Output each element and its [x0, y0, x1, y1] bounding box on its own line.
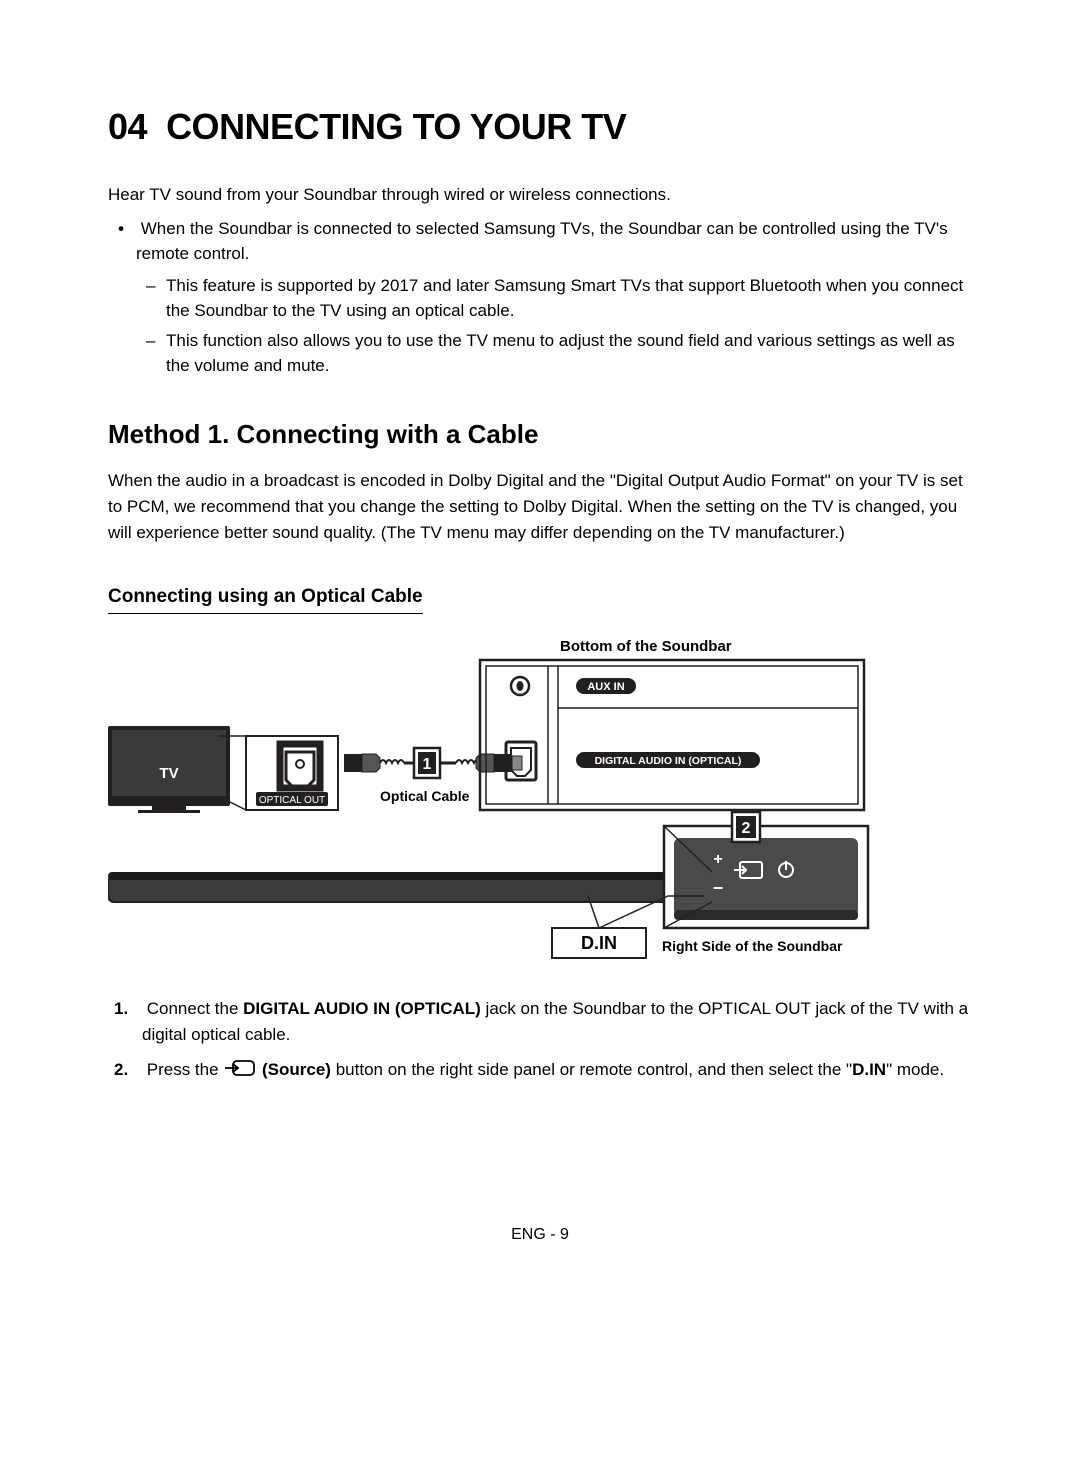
- label-right-side: Right Side of the Soundbar: [662, 936, 842, 957]
- step-2: Press the (Source) button on the right s…: [142, 1057, 972, 1083]
- optical-out-svg: OPTICAL OUT: [259, 795, 325, 806]
- optical-subtitle: Connecting using an Optical Cable: [108, 583, 423, 615]
- step1-bold: DIGITAL AUDIO IN (OPTICAL): [243, 999, 481, 1018]
- din-svg: D.IN: [581, 933, 617, 953]
- diagram-svg: TV OPTICAL OUT 1: [108, 636, 968, 976]
- page-footer: ENG - 9: [108, 1223, 972, 1247]
- section-heading: 04 CONNECTING TO YOUR TV: [108, 100, 972, 154]
- method1-title: Method 1. Connecting with a Cable: [108, 415, 972, 454]
- source-icon: [225, 1058, 255, 1084]
- sub-dash-2: This function also allows you to use the…: [166, 328, 972, 379]
- step2-din: D.IN: [852, 1060, 886, 1079]
- intro-text: Hear TV sound from your Soundbar through…: [108, 182, 972, 208]
- sub-dashes: This feature is supported by 2017 and la…: [136, 273, 972, 379]
- method1-body: When the audio in a broadcast is encoded…: [108, 468, 972, 547]
- section-number: 04: [108, 106, 147, 147]
- connection-diagram: Bottom of the Soundbar TV OPTICAL OUT: [108, 636, 972, 976]
- tv-label-svg: TV: [159, 765, 178, 782]
- intro-bullets: When the Soundbar is connected to select…: [108, 216, 972, 379]
- bullet-main: When the Soundbar is connected to select…: [136, 216, 972, 379]
- svg-text:+: +: [713, 851, 722, 868]
- label-optical-cable: Optical Cable: [380, 786, 469, 807]
- step2-source: (Source): [262, 1060, 331, 1079]
- section-title-text: CONNECTING TO YOUR TV: [166, 106, 626, 147]
- marker2-svg: 2: [742, 820, 751, 837]
- steps-list: Connect the DIGITAL AUDIO IN (OPTICAL) j…: [108, 996, 972, 1083]
- marker1-svg: 1: [423, 756, 432, 773]
- step-1: Connect the DIGITAL AUDIO IN (OPTICAL) j…: [142, 996, 972, 1047]
- sub-dash-1: This feature is supported by 2017 and la…: [166, 273, 972, 324]
- digital-in-svg: DIGITAL AUDIO IN (OPTICAL): [595, 755, 742, 767]
- svg-text:−: −: [713, 878, 724, 898]
- aux-in-svg: AUX IN: [587, 681, 624, 693]
